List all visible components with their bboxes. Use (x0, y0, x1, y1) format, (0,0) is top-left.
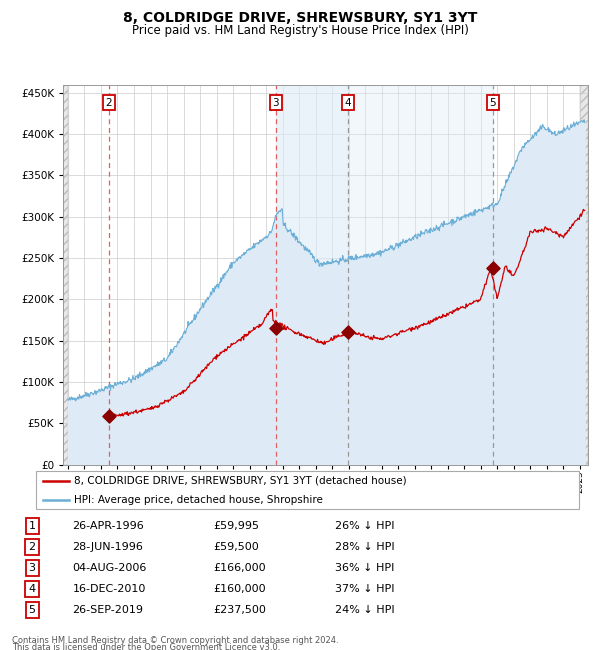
Text: Contains HM Land Registry data © Crown copyright and database right 2024.: Contains HM Land Registry data © Crown c… (12, 636, 338, 645)
Bar (348, 84, 493, 465)
Text: 26-APR-1996: 26-APR-1996 (73, 521, 144, 531)
Text: 3: 3 (272, 98, 279, 108)
Text: 5: 5 (490, 98, 496, 108)
Text: 8, COLDRIDGE DRIVE, SHREWSBURY, SY1 3YT: 8, COLDRIDGE DRIVE, SHREWSBURY, SY1 3YT (123, 11, 477, 25)
Text: 4: 4 (344, 98, 351, 108)
Bar (63, 84, 68, 465)
Text: £59,500: £59,500 (214, 542, 259, 552)
Text: 5: 5 (29, 604, 35, 615)
Text: £59,995: £59,995 (214, 521, 260, 531)
Text: HPI: Average price, detached house, Shropshire: HPI: Average price, detached house, Shro… (74, 495, 323, 505)
Point (104, 410, 114, 421)
Bar (276, 84, 348, 465)
Text: 36% ↓ HPI: 36% ↓ HPI (335, 563, 394, 573)
Bar (63, 84, 68, 465)
Bar (580, 84, 588, 465)
Text: 2: 2 (106, 98, 112, 108)
Text: 4: 4 (29, 584, 36, 594)
Point (271, 322, 281, 333)
Point (343, 328, 353, 338)
Text: 28-JUN-1996: 28-JUN-1996 (73, 542, 143, 552)
Text: This data is licensed under the Open Government Licence v3.0.: This data is licensed under the Open Gov… (12, 644, 280, 650)
Point (488, 263, 498, 274)
Text: 24% ↓ HPI: 24% ↓ HPI (335, 604, 394, 615)
Text: 8, COLDRIDGE DRIVE, SHREWSBURY, SY1 3YT (detached house): 8, COLDRIDGE DRIVE, SHREWSBURY, SY1 3YT … (74, 476, 407, 486)
Text: Price paid vs. HM Land Registry's House Price Index (HPI): Price paid vs. HM Land Registry's House … (131, 24, 469, 37)
Text: 26-SEP-2019: 26-SEP-2019 (73, 604, 143, 615)
Text: 04-AUG-2006: 04-AUG-2006 (73, 563, 147, 573)
Bar (580, 84, 588, 465)
Text: 1: 1 (29, 521, 35, 531)
Text: £237,500: £237,500 (214, 604, 266, 615)
Text: 16-DEC-2010: 16-DEC-2010 (73, 584, 146, 594)
Text: 26% ↓ HPI: 26% ↓ HPI (335, 521, 394, 531)
Text: 37% ↓ HPI: 37% ↓ HPI (335, 584, 394, 594)
FancyBboxPatch shape (36, 471, 579, 509)
Text: £166,000: £166,000 (214, 563, 266, 573)
Text: £160,000: £160,000 (214, 584, 266, 594)
Text: 3: 3 (29, 563, 35, 573)
Text: 2: 2 (29, 542, 36, 552)
Text: 28% ↓ HPI: 28% ↓ HPI (335, 542, 394, 552)
